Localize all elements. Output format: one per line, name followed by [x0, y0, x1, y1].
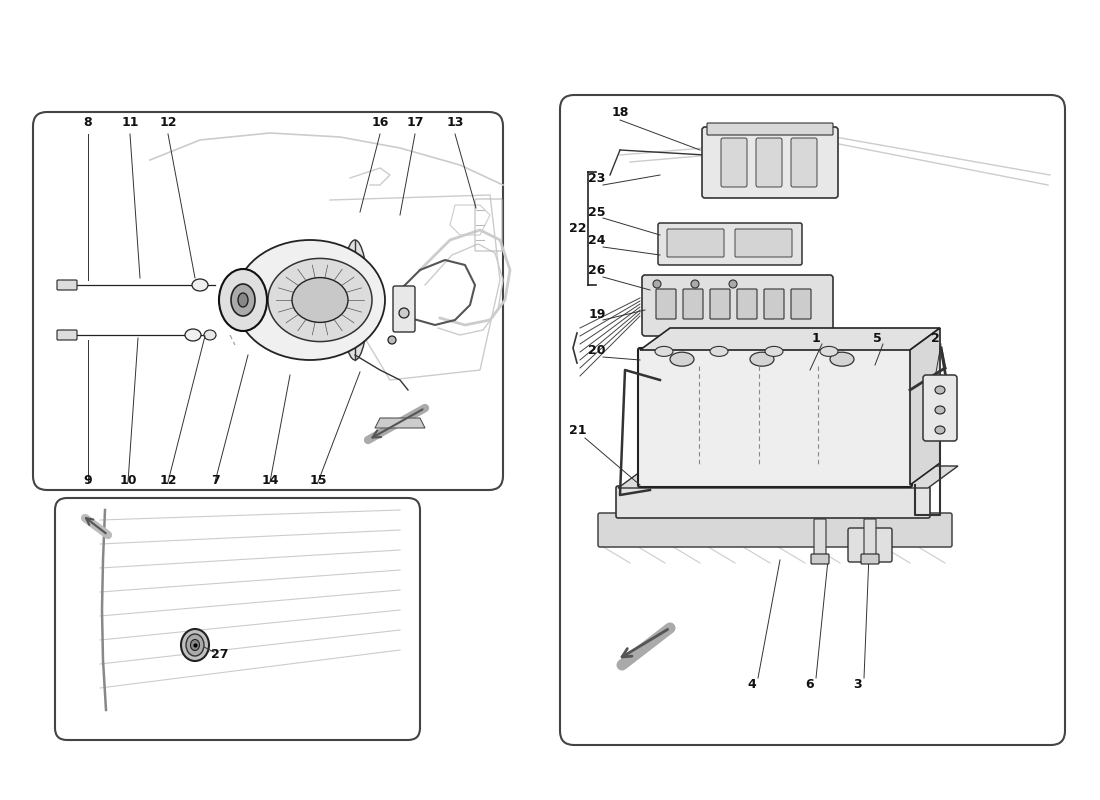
FancyBboxPatch shape [811, 554, 829, 564]
FancyBboxPatch shape [560, 95, 1065, 745]
Text: 7: 7 [210, 474, 219, 486]
Text: 27: 27 [211, 649, 229, 662]
Text: 10: 10 [119, 474, 136, 486]
FancyBboxPatch shape [667, 229, 724, 257]
Text: 19: 19 [588, 309, 606, 322]
FancyBboxPatch shape [864, 519, 876, 556]
Ellipse shape [935, 426, 945, 434]
Ellipse shape [235, 240, 385, 360]
Ellipse shape [399, 308, 409, 318]
FancyBboxPatch shape [861, 554, 879, 564]
FancyBboxPatch shape [658, 223, 802, 265]
Text: 26: 26 [588, 263, 606, 277]
Text: 18: 18 [612, 106, 629, 119]
Ellipse shape [820, 346, 838, 357]
FancyBboxPatch shape [616, 486, 930, 518]
FancyBboxPatch shape [710, 289, 730, 319]
Ellipse shape [691, 280, 698, 288]
Polygon shape [618, 466, 958, 488]
Ellipse shape [231, 284, 255, 316]
FancyBboxPatch shape [707, 123, 833, 135]
Text: 8: 8 [84, 115, 92, 129]
Polygon shape [640, 328, 940, 350]
Ellipse shape [388, 336, 396, 344]
FancyBboxPatch shape [791, 289, 811, 319]
FancyBboxPatch shape [791, 138, 817, 187]
FancyBboxPatch shape [814, 519, 826, 556]
Text: 6: 6 [805, 678, 814, 691]
FancyBboxPatch shape [393, 286, 415, 332]
Ellipse shape [219, 269, 267, 331]
Ellipse shape [653, 280, 661, 288]
Text: 9: 9 [84, 474, 92, 486]
Ellipse shape [292, 278, 348, 322]
Ellipse shape [750, 352, 774, 366]
Text: 4: 4 [748, 678, 757, 691]
Ellipse shape [654, 346, 673, 357]
Ellipse shape [182, 629, 209, 661]
FancyBboxPatch shape [642, 275, 833, 336]
Text: 22: 22 [570, 222, 586, 234]
FancyBboxPatch shape [702, 127, 838, 198]
Text: 16: 16 [372, 115, 388, 129]
Ellipse shape [238, 293, 248, 307]
Text: 12: 12 [160, 474, 177, 486]
FancyBboxPatch shape [656, 289, 676, 319]
FancyBboxPatch shape [923, 375, 957, 441]
FancyBboxPatch shape [764, 289, 784, 319]
FancyBboxPatch shape [598, 513, 952, 547]
Text: 1: 1 [812, 331, 821, 345]
Ellipse shape [342, 240, 369, 360]
FancyBboxPatch shape [735, 229, 792, 257]
Text: eurospares: eurospares [692, 606, 868, 634]
Ellipse shape [204, 330, 216, 340]
Ellipse shape [186, 634, 204, 656]
Text: 3: 3 [854, 678, 862, 691]
FancyBboxPatch shape [756, 138, 782, 187]
FancyBboxPatch shape [57, 280, 77, 290]
Text: 15: 15 [309, 474, 327, 486]
FancyBboxPatch shape [720, 138, 747, 187]
Ellipse shape [268, 258, 372, 342]
Text: 14: 14 [262, 474, 278, 486]
Text: 11: 11 [121, 115, 139, 129]
Ellipse shape [670, 352, 694, 366]
Text: 5: 5 [872, 331, 881, 345]
Ellipse shape [935, 406, 945, 414]
Text: eurospares: eurospares [156, 618, 315, 642]
Polygon shape [375, 418, 425, 428]
Text: 17: 17 [406, 115, 424, 129]
Text: 12: 12 [160, 115, 177, 129]
Ellipse shape [192, 279, 208, 291]
FancyBboxPatch shape [33, 112, 503, 490]
Text: 21: 21 [570, 423, 586, 437]
Text: 24: 24 [588, 234, 606, 246]
FancyBboxPatch shape [55, 498, 420, 740]
Ellipse shape [830, 352, 854, 366]
Ellipse shape [764, 346, 783, 357]
Text: 23: 23 [588, 171, 606, 185]
Ellipse shape [710, 346, 728, 357]
FancyBboxPatch shape [737, 289, 757, 319]
Ellipse shape [729, 280, 737, 288]
Ellipse shape [935, 386, 945, 394]
Text: eurospares: eurospares [112, 211, 288, 239]
Text: eurospares: eurospares [713, 236, 888, 264]
Text: 20: 20 [588, 343, 606, 357]
Text: 2: 2 [931, 331, 939, 345]
Ellipse shape [190, 639, 199, 650]
Polygon shape [910, 328, 940, 485]
Text: 25: 25 [588, 206, 606, 218]
FancyBboxPatch shape [57, 330, 77, 340]
FancyBboxPatch shape [683, 289, 703, 319]
Text: 13: 13 [447, 115, 464, 129]
Ellipse shape [185, 329, 201, 341]
FancyBboxPatch shape [638, 348, 912, 487]
FancyBboxPatch shape [848, 528, 892, 562]
